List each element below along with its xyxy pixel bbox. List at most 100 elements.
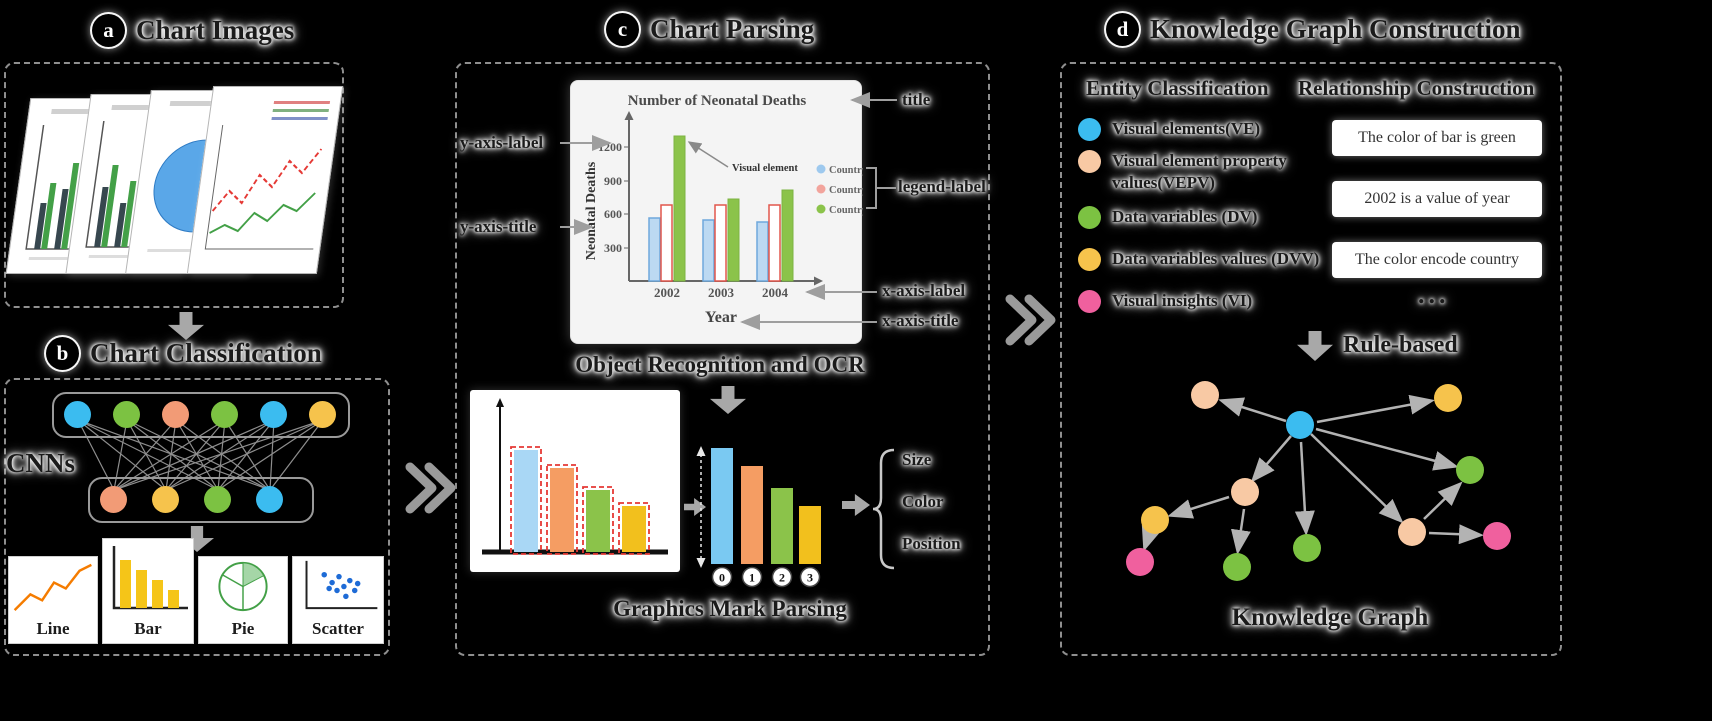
mark-bar-3 (799, 506, 821, 564)
annotation-x-axis-title: x-axis-title (882, 311, 959, 330)
mark-bar-1 (741, 466, 763, 564)
section-b-header: b Chart Classification (46, 337, 322, 370)
visual-element-label: Visual element (732, 163, 798, 174)
svg-text:3: 3 (807, 571, 813, 585)
line-chart-icon (13, 563, 92, 611)
section-c-header: c Chart Parsing (606, 13, 814, 46)
x-tick: 2003 (708, 285, 735, 300)
kg-node (1483, 522, 1511, 550)
section-d-title: Knowledge Graph Construction (1150, 14, 1521, 44)
mark-property-position: Position (902, 534, 961, 553)
kg-node (1141, 506, 1169, 534)
section-d-badge: d (1106, 13, 1139, 46)
cnn-input-node-1 (64, 401, 91, 428)
chart-type-card-scatter: Scatter (292, 556, 384, 644)
scatter-chart-icon (305, 560, 378, 610)
cnn-hidden-node-2 (152, 486, 179, 513)
panel-chart-images (4, 62, 344, 308)
chart-title: Number of Neonatal Deaths (628, 93, 807, 109)
kg-node (1456, 456, 1484, 484)
section-c-title: Chart Parsing (650, 14, 815, 44)
entity-item-dvv: Data variables values (DVV) (1078, 248, 1319, 271)
entity-item-dv: Data variables (DV) (1078, 206, 1257, 229)
cnn-input-node-3 (162, 401, 189, 428)
property-brace (872, 448, 895, 570)
legend-entry: Country 3 (829, 205, 863, 216)
pie-chart-icon (218, 561, 268, 612)
legend-entry: Country 2 (829, 185, 863, 196)
cnn-input-node-5 (260, 401, 287, 428)
svg-text:1: 1 (749, 571, 755, 585)
cnn-hidden-node-3 (204, 486, 231, 513)
entity-label: Visual element property values(VEPV) (1112, 151, 1287, 192)
section-a-header: a Chart Images (92, 14, 294, 47)
entity-item-vi: Visual insights (VI) (1078, 290, 1252, 313)
cnn-label: CNNs (6, 448, 76, 478)
kg-node (1223, 553, 1251, 581)
relationship-example-2: 2002 is a value of year (1332, 181, 1542, 217)
annotated-chart-card: Number of Neonatal Deaths 1200 900 600 3… (570, 80, 863, 344)
mark-detection-card (470, 390, 680, 572)
legend-entry: Country 1 (829, 165, 863, 176)
panel-chart-parsing (455, 62, 990, 656)
cnn-input-layer-box (52, 392, 350, 438)
x-tick: 2004 (762, 285, 789, 300)
mark-bar-2 (771, 488, 793, 564)
mark-property-size: Size (902, 450, 932, 469)
rule-based-label: Rule-based (1343, 332, 1458, 358)
kg-nodes (1126, 381, 1511, 581)
chart-image-thumb-4 (186, 86, 344, 274)
annotation-y-axis-label: y-axis-label (460, 133, 544, 152)
entity-label: Visual elements(VE) (1112, 119, 1261, 138)
entity-color-dot (1078, 248, 1101, 271)
x-axis-title: Year (705, 309, 737, 326)
entity-classification-title: Entity Classification (1086, 76, 1269, 100)
cnn-hidden-layer-box (88, 477, 314, 523)
y-tick: 900 (604, 174, 622, 188)
chart-type-label: Bar (134, 619, 162, 638)
bar-group-2002 (648, 135, 686, 282)
cnn-input-node-2 (113, 401, 140, 428)
detected-bars-chart (482, 398, 668, 555)
y-tick: 300 (604, 241, 622, 255)
mark-property-color: Color (902, 492, 944, 511)
svg-text:2: 2 (779, 571, 785, 585)
section-c-badge: c (606, 13, 639, 46)
chart-type-label: Line (36, 619, 70, 638)
section-b-title: Chart Classification (90, 338, 322, 368)
section-b-badge: b (46, 337, 79, 370)
chart-type-card-bar: Bar (102, 538, 194, 644)
annotation-x-axis-label: x-axis-label (882, 281, 966, 300)
y-tick: 600 (604, 207, 622, 221)
flow-chevron-icon (405, 462, 456, 514)
entity-color-dot (1078, 118, 1101, 141)
entity-label: Visual insights (VI) (1112, 291, 1253, 310)
cnn-input-node-6 (309, 401, 336, 428)
annotation-title: title (902, 90, 931, 109)
annotation-legend-label: legend-label (898, 177, 986, 196)
y-tick: 1200 (598, 140, 622, 154)
kg-node (1231, 478, 1259, 506)
cnn-input-node-4 (211, 401, 238, 428)
svg-text:0: 0 (719, 571, 725, 585)
kg-node (1434, 384, 1462, 412)
bar-group-2004 (756, 189, 794, 282)
cnn-hidden-node-1 (100, 486, 127, 513)
ocr-caption: Object Recognition and OCR (575, 352, 865, 377)
annotation-y-axis-title: y-axis-title (460, 217, 537, 236)
entity-item-vepv: Visual element property values(VEPV) (1078, 150, 1352, 194)
chart-legend: Country 1 Country 2 Country 3 (816, 164, 863, 216)
x-tick: 2002 (654, 285, 680, 300)
panel-chart-classification (4, 378, 390, 656)
mark-index-badges: 0 1 2 3 (711, 566, 821, 588)
y-axis-title: Neonatal Deaths (584, 161, 599, 260)
entity-label: Data variables values (DVV) (1112, 249, 1320, 268)
entity-color-dot (1078, 290, 1101, 313)
section-a-title: Chart Images (136, 15, 295, 45)
entity-color-dot (1078, 150, 1101, 173)
bar-chart-icon (112, 546, 188, 610)
chart-type-card-line: Line (8, 556, 98, 644)
chart-type-card-pie: Pie (198, 556, 288, 644)
relationship-example-1: The color of bar is green (1332, 120, 1542, 156)
